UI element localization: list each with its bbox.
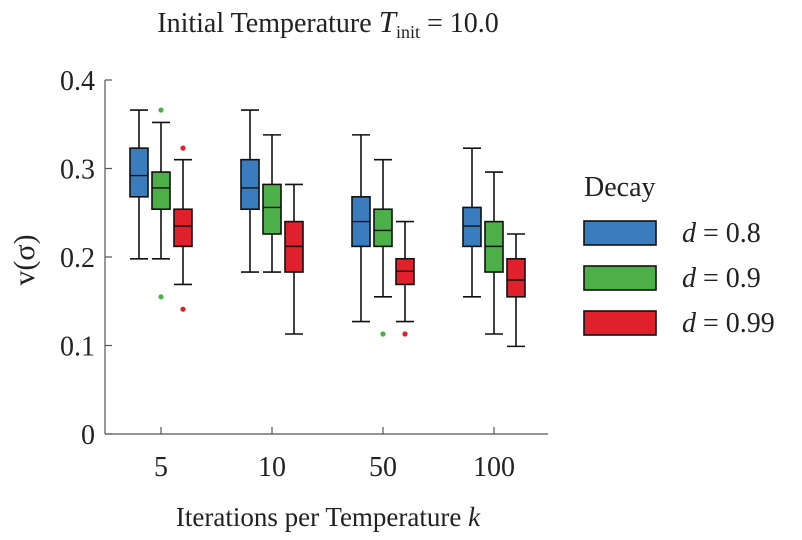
axes [104, 80, 548, 435]
x-axis-label: Iterations per Temperature k [176, 502, 481, 532]
box-iqr [240, 158, 260, 211]
box [395, 220, 415, 337]
x-tick-label: 5 [154, 452, 168, 483]
box-iqr [462, 206, 482, 248]
outlier-point [402, 331, 408, 337]
box-iqr [129, 147, 149, 198]
legend-swatch [583, 220, 657, 246]
chart-title: Initial Temperature Tinit = 10.0 [157, 4, 499, 42]
y-tick-label: 0 [81, 420, 95, 451]
legend-label: d = 0.99 [682, 308, 775, 339]
legend-title: Decay [584, 172, 656, 203]
outlier-point [380, 331, 386, 337]
box [129, 109, 149, 260]
legend-item: d = 0.9 [583, 263, 761, 294]
box [173, 145, 193, 312]
legend-item: d = 0.8 [583, 218, 761, 249]
outlier-point [158, 107, 164, 113]
legend-label: d = 0.8 [682, 218, 761, 249]
y-tick-label: 0.2 [60, 243, 95, 274]
box-iqr [373, 208, 393, 248]
box [462, 147, 482, 298]
box-iqr [151, 171, 171, 211]
box [351, 134, 371, 323]
box-iqr [173, 208, 193, 248]
x-tick-label: 10 [258, 452, 286, 483]
box [284, 183, 304, 335]
box [484, 171, 504, 335]
y-axis-label: v(σ) [8, 234, 41, 285]
box [151, 107, 171, 300]
legend: Decay d = 0.8 d = 0.9 d = 0.99 [583, 172, 775, 339]
legend-label: d = 0.9 [682, 263, 761, 294]
y-ticks: 0 0.1 0.2 0.3 0.4 [60, 66, 112, 451]
legend-item: d = 0.99 [583, 308, 775, 339]
x-ticks: 5 10 50 100 [154, 427, 515, 483]
box [262, 134, 282, 273]
x-tick-label: 100 [473, 452, 515, 483]
box-iqr [262, 183, 282, 235]
y-tick-label: 0.1 [60, 332, 95, 363]
y-tick-label: 0.4 [60, 66, 95, 97]
legend-swatch [583, 265, 657, 291]
box [240, 109, 260, 273]
plot-area [129, 107, 526, 348]
y-tick-label: 0.3 [60, 155, 95, 186]
outlier-point [158, 294, 164, 300]
box [506, 233, 526, 348]
box-iqr [506, 257, 526, 298]
legend-swatch [583, 310, 657, 336]
x-tick-label: 50 [369, 452, 397, 483]
outlier-point [180, 145, 186, 151]
outlier-point [180, 306, 186, 312]
box [373, 158, 393, 337]
